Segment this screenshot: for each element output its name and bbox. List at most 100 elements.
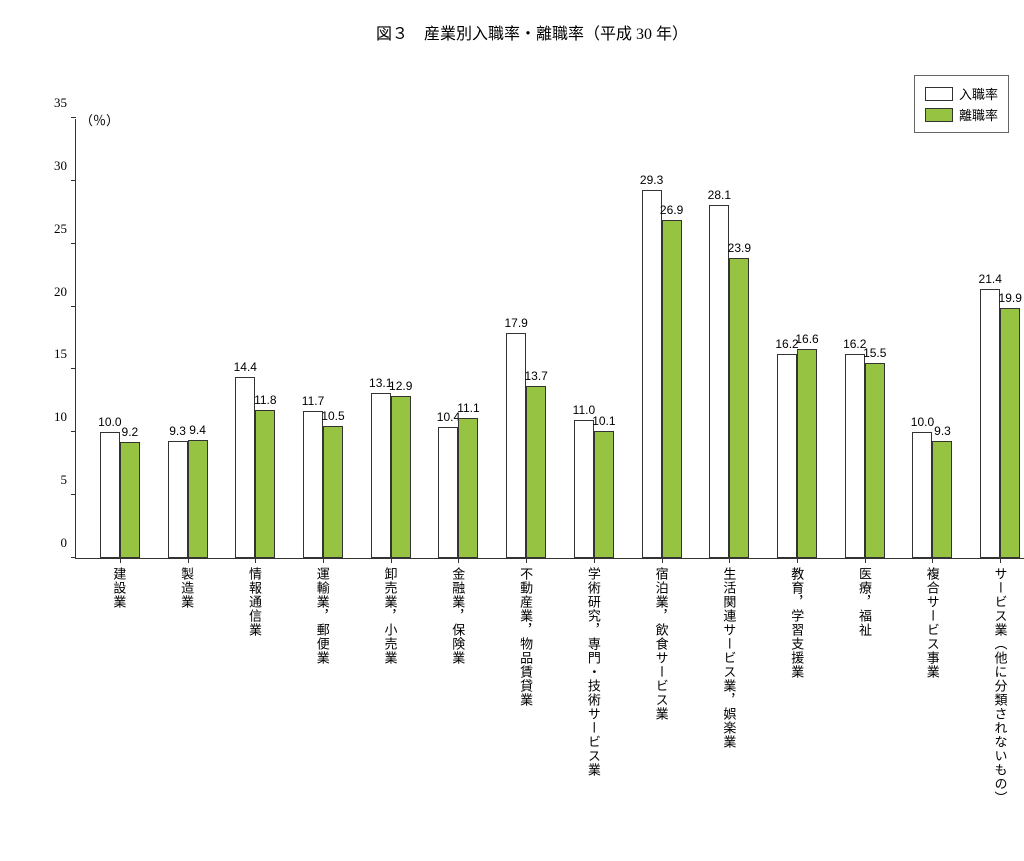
x-tick-mark xyxy=(458,558,459,563)
y-tick-mark xyxy=(71,431,76,432)
chart-container: 図３ 産業別入職率・離職率（平成 30 年） 入職率 離職率 （％） 05101… xyxy=(20,20,1024,805)
y-tick-label: 20 xyxy=(54,284,67,300)
bar-leave: 12.9 xyxy=(391,396,411,558)
x-category-label: 運輸業，郵便業 xyxy=(288,559,356,805)
bar-leave: 9.3 xyxy=(932,441,952,558)
x-category-label: 建設業 xyxy=(85,559,153,805)
y-tick-mark xyxy=(71,243,76,244)
bar-value-label: 11.1 xyxy=(457,401,479,415)
bar-leave: 9.2 xyxy=(120,442,140,558)
x-tick-mark xyxy=(1000,558,1001,563)
bar-group: 17.913.7 xyxy=(492,333,560,558)
y-tick-label: 15 xyxy=(54,346,67,362)
x-axis-labels: 建設業製造業情報通信業運輸業，郵便業卸売業，小売業金融業，保険業不動産業，物品賃… xyxy=(75,559,1024,805)
x-tick-mark xyxy=(797,558,798,563)
x-tick-mark xyxy=(729,558,730,563)
chart-title: 図３ 産業別入職率・離職率（平成 30 年） xyxy=(20,20,1024,44)
y-tick-mark xyxy=(71,306,76,307)
x-tick-mark xyxy=(255,558,256,563)
bar-hire: 29.3 xyxy=(642,190,662,558)
y-tick-mark xyxy=(71,117,76,118)
bar-hire: 9.3 xyxy=(168,441,188,558)
bar-hire: 13.1 xyxy=(371,393,391,558)
bar-value-label: 17.9 xyxy=(504,316,527,330)
bar-value-label: 16.6 xyxy=(795,332,818,346)
bar-group: 28.123.9 xyxy=(695,205,763,558)
bar-value-label: 11.7 xyxy=(302,394,324,408)
bar-leave: 16.6 xyxy=(797,349,817,558)
bar-value-label: 10.0 xyxy=(98,415,121,429)
bar-group: 10.411.1 xyxy=(425,418,493,558)
x-category-label: 宿泊業，飲食サービス業 xyxy=(627,559,695,805)
bar-hire: 16.2 xyxy=(777,354,797,558)
bar-leave: 10.5 xyxy=(323,426,343,558)
bar-group: 16.215.5 xyxy=(831,354,899,558)
bar-leave: 11.1 xyxy=(458,418,478,558)
bar-leave: 26.9 xyxy=(662,220,682,558)
bar-value-label: 10.5 xyxy=(321,409,344,423)
bar-value-label: 10.1 xyxy=(592,414,615,428)
x-category-label: 情報通信業 xyxy=(221,559,289,805)
bar-group: 10.09.3 xyxy=(899,432,967,558)
bar-value-label: 14.4 xyxy=(234,360,257,374)
bar-value-label: 9.3 xyxy=(934,424,951,438)
bar-value-label: 23.9 xyxy=(728,241,751,255)
bars-container: 10.09.29.39.414.411.811.710.513.112.910.… xyxy=(76,119,1024,558)
bar-group: 14.411.8 xyxy=(221,377,289,558)
bar-value-label: 9.2 xyxy=(122,425,139,439)
x-tick-mark xyxy=(662,558,663,563)
y-axis: 05101520253035 xyxy=(20,119,75,559)
bar-hire: 28.1 xyxy=(709,205,729,558)
bar-group: 21.419.9 xyxy=(966,289,1024,558)
bar-leave: 23.9 xyxy=(729,258,749,558)
x-tick-mark xyxy=(865,558,866,563)
bar-leave: 11.8 xyxy=(255,410,275,558)
bar-hire: 11.7 xyxy=(303,411,323,558)
y-tick-mark xyxy=(71,557,76,558)
x-tick-mark xyxy=(188,558,189,563)
bar-value-label: 10.0 xyxy=(911,415,934,429)
x-category-label: 製造業 xyxy=(153,559,221,805)
bar-hire: 17.9 xyxy=(506,333,526,558)
x-category-label: 卸売業，小売業 xyxy=(356,559,424,805)
x-tick-mark xyxy=(526,558,527,563)
bar-leave: 19.9 xyxy=(1000,308,1020,558)
bar-value-label: 28.1 xyxy=(708,188,731,202)
y-tick-mark xyxy=(71,494,76,495)
legend-swatch-hire xyxy=(925,87,953,101)
bar-hire: 10.0 xyxy=(912,432,932,558)
bar-value-label: 29.3 xyxy=(640,173,663,187)
x-category-label: 複合サービス事業 xyxy=(898,559,966,805)
plot-outer: 05101520253035 10.09.29.39.414.411.811.7… xyxy=(20,119,1024,559)
x-category-label: サービス業（他に分類されないもの） xyxy=(966,559,1024,805)
x-tick-mark xyxy=(594,558,595,563)
x-category-label: 生活関連サービス業，娯楽業 xyxy=(695,559,763,805)
x-tick-mark xyxy=(120,558,121,563)
bar-group: 16.216.6 xyxy=(763,349,831,558)
bar-group: 11.010.1 xyxy=(560,420,628,558)
bar-value-label: 11.8 xyxy=(254,393,276,407)
bar-value-label: 13.7 xyxy=(524,369,547,383)
plot-area: 10.09.29.39.414.411.811.710.513.112.910.… xyxy=(75,119,1024,559)
bar-value-label: 21.4 xyxy=(979,272,1002,286)
bar-group: 9.39.4 xyxy=(154,440,222,558)
x-category-label: 教育，学習支援業 xyxy=(763,559,831,805)
y-tick-label: 0 xyxy=(61,535,68,551)
x-category-label: 金融業，保険業 xyxy=(424,559,492,805)
y-tick-label: 10 xyxy=(54,409,67,425)
x-category-label: 不動産業，物品賃貸業 xyxy=(492,559,560,805)
x-tick-mark xyxy=(932,558,933,563)
x-category-label: 学術研究，専門・技術サービス業 xyxy=(559,559,627,805)
bar-leave: 9.4 xyxy=(188,440,208,558)
y-tick-label: 35 xyxy=(54,95,67,111)
x-category-label: 医療，福祉 xyxy=(831,559,899,805)
legend-row-hire: 入職率 xyxy=(925,84,998,103)
bar-hire: 10.4 xyxy=(438,427,458,558)
bar-value-label: 15.5 xyxy=(863,346,886,360)
y-tick-mark xyxy=(71,368,76,369)
bar-group: 29.326.9 xyxy=(628,190,696,558)
y-tick-label: 5 xyxy=(61,472,68,488)
bar-group: 11.710.5 xyxy=(289,411,357,558)
bar-value-label: 19.9 xyxy=(999,291,1022,305)
y-tick-label: 25 xyxy=(54,221,67,237)
